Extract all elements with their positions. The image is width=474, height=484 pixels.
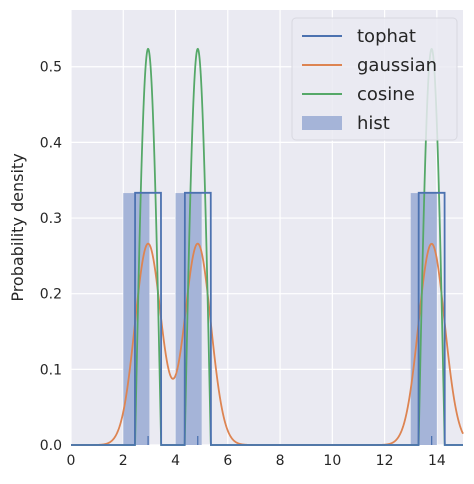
y-axis-label: Probability density [8,153,27,301]
rug-marks [147,436,433,445]
legend-box [291,17,458,141]
legend-label-tophat: tophat [357,26,416,47]
x-tick-label: 0 [67,453,76,469]
y-tick-label: 0.2 [40,287,62,303]
kde-line-tophat [71,191,463,446]
legend-swatch-hist [302,116,342,130]
x-tick-label: 4 [171,453,180,469]
legend-label-gaussian: gaussian [357,55,437,76]
y-tick-label: 0.1 [40,362,62,378]
histogram [123,193,437,445]
kde-lines [71,47,464,446]
x-tick-label: 2 [119,453,128,469]
x-tick-labels: 0 2 4 6 8 10 12 14 [67,453,446,469]
y-tick-labels: 0.0 0.1 0.2 0.3 0.4 0.5 [40,60,62,454]
y-tick-label: 0.0 [40,438,62,454]
x-tick-label: 8 [276,453,285,469]
y-tick-label: 0.3 [40,211,62,227]
legend: tophat gaussian cosine hist [291,17,458,141]
x-tick-label: 6 [223,453,232,469]
x-tick-label: 12 [376,453,394,469]
x-tick-label: 10 [323,453,341,469]
legend-label-hist: hist [357,113,390,134]
legend-label-cosine: cosine [357,84,415,105]
y-tick-label: 0.4 [40,135,62,151]
x-tick-label: 14 [428,453,446,469]
y-tick-label: 0.5 [40,60,62,76]
